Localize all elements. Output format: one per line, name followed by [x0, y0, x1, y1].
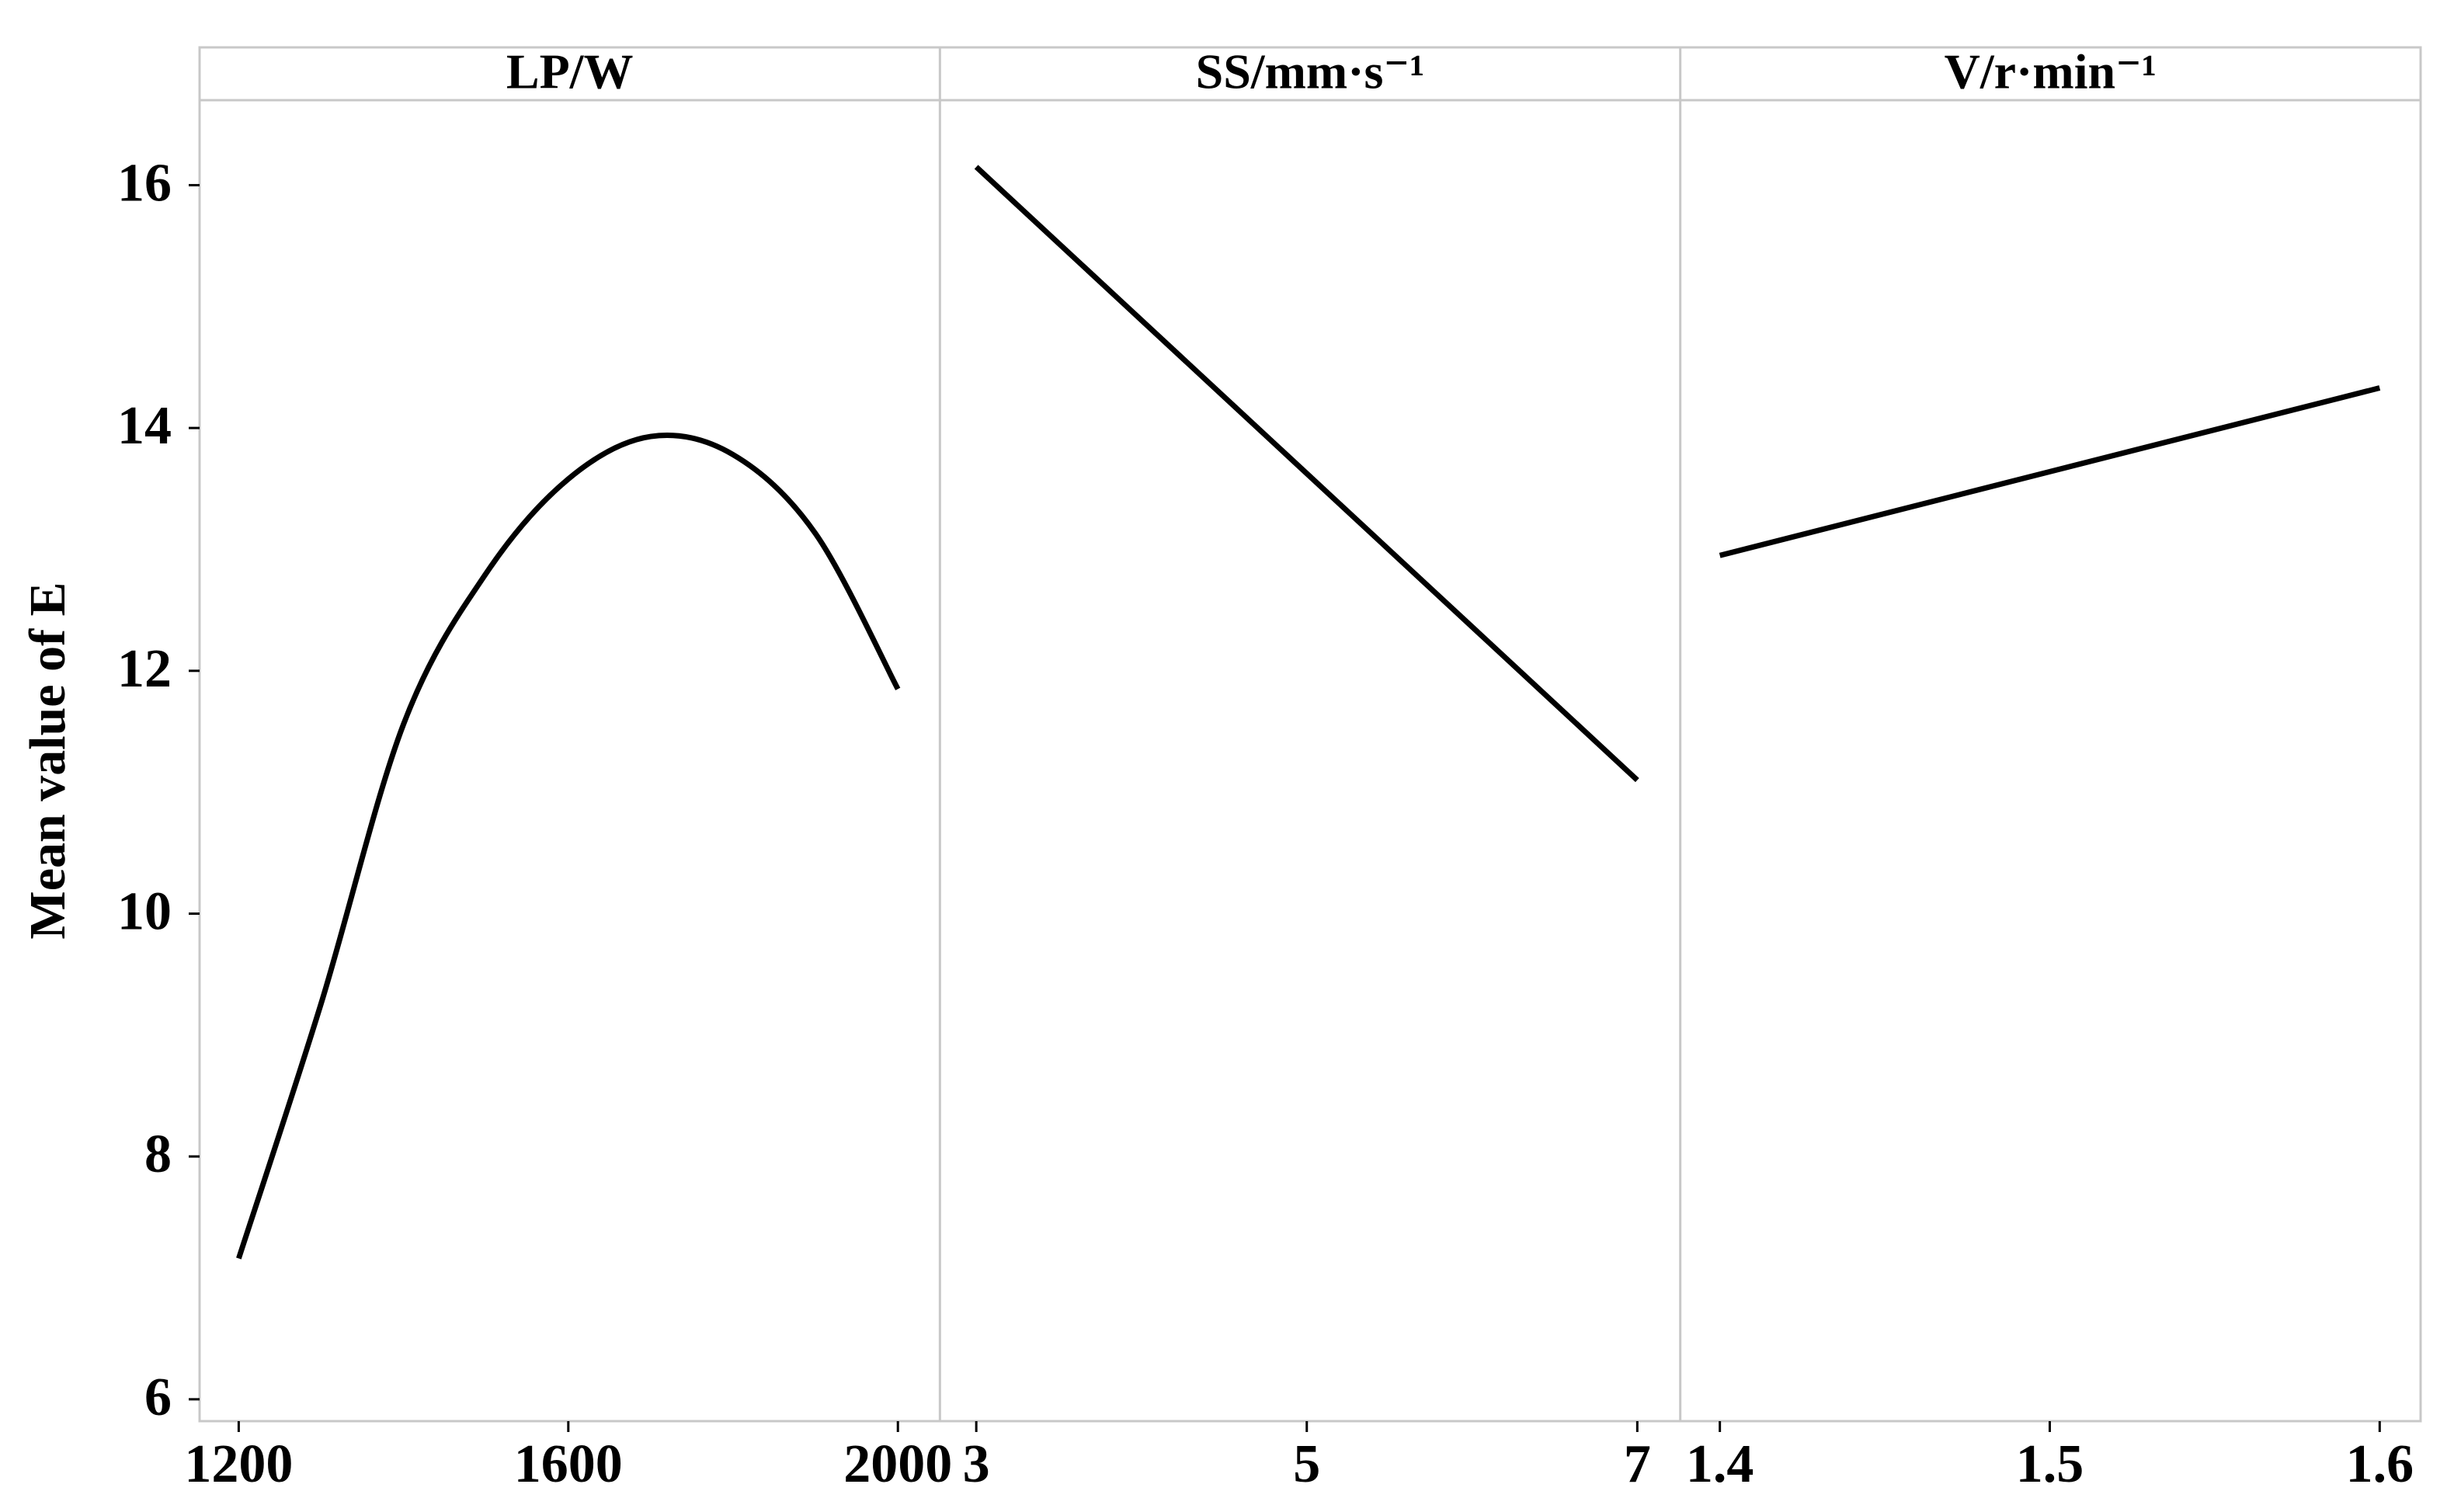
x-tick-label: 7 — [1624, 1434, 1651, 1494]
panel-title: V/r·min⁻¹ — [1945, 44, 2157, 99]
effect-line — [236, 433, 901, 1260]
panel-title: SS/mm·s⁻¹ — [1196, 44, 1425, 99]
x-tick-label: 1.4 — [1686, 1434, 1754, 1494]
x-tick-label: 2000 — [843, 1434, 952, 1494]
plot-frame — [198, 46, 2422, 1423]
y-axis-label: Mean value of E — [19, 582, 76, 939]
x-tick-label: 1600 — [514, 1434, 623, 1494]
x-tick-label: 1.5 — [2016, 1434, 2084, 1494]
effect-line — [974, 165, 1639, 783]
effect-line — [1719, 385, 2381, 558]
y-tick-label: 8 — [144, 1124, 172, 1184]
y-tick-label: 16 — [117, 154, 172, 214]
y-tick-label: 14 — [117, 396, 172, 456]
y-tick-label: 6 — [144, 1368, 172, 1427]
panel-title: LP/W — [506, 44, 634, 99]
x-tick-label: 3 — [963, 1434, 990, 1494]
x-tick-label: 5 — [1293, 1434, 1320, 1494]
x-tick-label: 1.6 — [2346, 1434, 2414, 1494]
y-tick-label: 12 — [117, 639, 172, 699]
x-tick-label: 1200 — [184, 1434, 293, 1494]
y-tick-label: 10 — [117, 882, 172, 942]
